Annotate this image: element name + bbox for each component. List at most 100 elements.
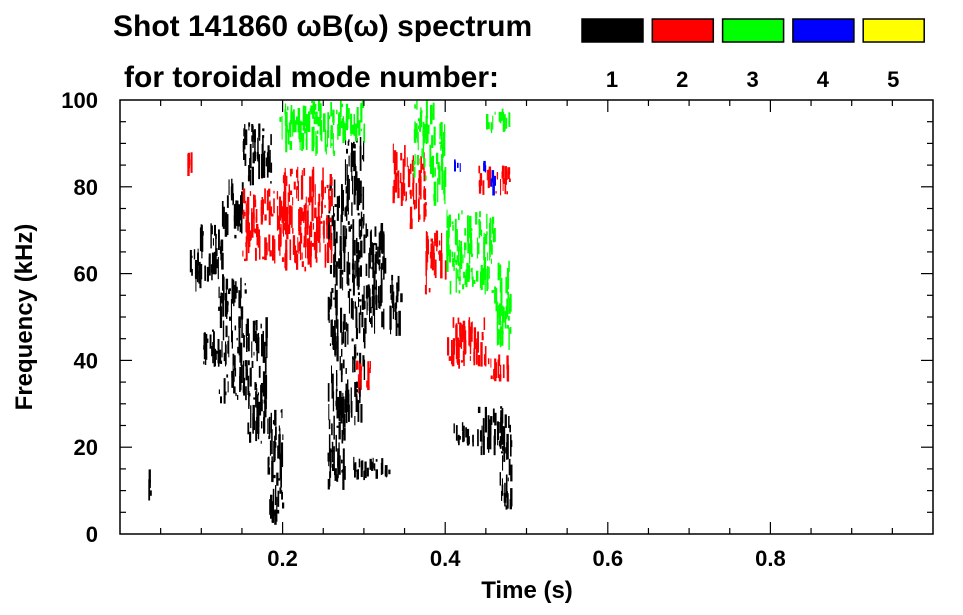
spectrum-streak — [351, 169, 353, 181]
spectrum-streak — [220, 396, 222, 404]
spectrum-streak — [356, 469, 358, 480]
spectrum-streak — [490, 258, 492, 264]
spectrum-streak — [418, 119, 421, 124]
spectrum-streak — [249, 191, 252, 196]
spectrum-streak — [459, 322, 462, 348]
legend-label-5: 5 — [887, 67, 899, 92]
spectrum-streak — [338, 114, 341, 134]
spectrum-streak — [355, 396, 358, 412]
spectrum-streak — [266, 190, 269, 211]
spectrum-streak — [357, 400, 360, 422]
spectrum-streak — [316, 216, 319, 241]
spectrum-streak — [254, 129, 256, 152]
spectrum-streak — [190, 152, 193, 173]
spectrum-streak — [247, 222, 250, 244]
spectrum-streak — [277, 215, 281, 230]
spectrum-streak — [311, 126, 314, 152]
spectrum-streak — [358, 120, 361, 136]
spectrum-streak — [241, 182, 244, 191]
spectrum-streak — [453, 252, 456, 263]
spectrum-streak — [506, 433, 509, 460]
spectrum-streak — [292, 228, 294, 234]
spectrum-streak — [449, 249, 452, 263]
spectrum-streak — [253, 206, 255, 214]
spectrum-streak — [266, 336, 268, 359]
spectrum-streak — [437, 177, 439, 203]
spectrum-streak — [360, 404, 363, 423]
spectrum-streak — [281, 492, 283, 500]
spectrum-streak — [328, 239, 331, 248]
spectrum-streak — [486, 114, 489, 130]
spectrum-streak — [244, 360, 248, 367]
spectrum-streak — [506, 191, 508, 195]
spectrum-streak — [239, 204, 242, 216]
spectrum-streak — [272, 247, 274, 251]
spectrum-streak — [501, 116, 504, 121]
spectrum-streak — [482, 180, 485, 195]
spectrum-streak — [306, 224, 309, 235]
spectrum-streak — [342, 359, 345, 369]
spectrum-streak — [197, 252, 199, 266]
spectrum-streak — [482, 268, 485, 285]
spectrum-streak — [497, 273, 500, 281]
spectrum-streak — [493, 175, 496, 186]
spectrum-streak — [258, 154, 260, 180]
spectrum-streak — [331, 288, 334, 293]
spectrum-streak — [303, 168, 306, 176]
spectrum-streak — [221, 261, 224, 268]
spectrum-streak — [366, 467, 369, 477]
spectrum-streak — [317, 116, 321, 127]
spectrum-streak — [508, 327, 510, 350]
spectrum-streak — [457, 162, 459, 168]
spectrum-streak — [463, 341, 465, 367]
spectrum-streak — [487, 122, 490, 129]
spectrum-streak — [289, 168, 292, 177]
spectrum-streak — [494, 286, 497, 304]
spectrum-streak — [494, 429, 496, 445]
spectrum-streak — [237, 394, 239, 400]
spectrum-streak — [396, 282, 399, 297]
spectrum-streak — [407, 168, 411, 188]
spectrum-streak — [441, 144, 444, 167]
spectrum-streak — [353, 150, 356, 172]
spectrum-streak — [342, 422, 345, 426]
spectrum-streak — [336, 370, 338, 386]
spectrum-streak — [355, 171, 358, 191]
spectrum-streak — [334, 284, 336, 308]
spectrum-streak — [464, 249, 466, 258]
spectrum-streak — [486, 437, 490, 450]
spectrum-streak — [248, 165, 251, 182]
spectrum-streak — [456, 255, 459, 263]
spectrum-streak — [486, 170, 488, 181]
spectrum-streak — [418, 196, 420, 220]
spectrum-streak — [390, 328, 392, 335]
spectrum-streak — [359, 305, 362, 315]
spectrum-streak — [306, 238, 309, 259]
spectrum-streak — [488, 267, 490, 279]
spectrum-streak — [342, 468, 345, 490]
spectrum-streak — [469, 243, 471, 264]
spectrum-streak — [271, 213, 274, 217]
spectrum-streak — [484, 346, 487, 367]
spectrum-streak — [309, 225, 311, 250]
spectrum-streak — [350, 113, 353, 134]
spectrum-streak — [189, 250, 192, 273]
spectrum-streak — [317, 100, 321, 112]
spectrum-streak — [329, 343, 331, 346]
spectrum-streak — [318, 193, 321, 207]
spectrum-streak — [253, 397, 256, 400]
spectrum-streak — [483, 317, 486, 330]
spectrum-streak — [257, 332, 260, 354]
spectrum-streak — [498, 305, 500, 325]
spectrum-streak — [231, 279, 235, 301]
spectrum-streak — [352, 274, 355, 296]
spectrum-streak — [453, 423, 455, 434]
spectrum-streak — [467, 215, 469, 237]
spectrum-streak — [276, 206, 279, 231]
spectrum-streak — [363, 285, 365, 310]
spectrum-streak — [222, 293, 224, 317]
spectrum-streak — [284, 253, 286, 269]
spectrum-streak — [452, 258, 455, 267]
spectrum-streak — [459, 264, 461, 285]
